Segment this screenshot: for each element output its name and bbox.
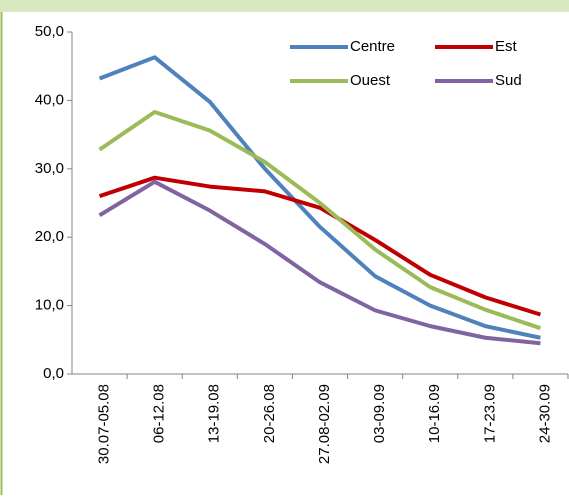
series-line <box>98 175 542 317</box>
legend-label: Sud <box>495 72 522 89</box>
x-tick-label: 10-16.09 <box>426 384 443 443</box>
y-tick-label: 40,0 <box>35 91 64 108</box>
x-tick-label: 06-12.08 <box>151 384 168 443</box>
top-strip <box>0 0 569 12</box>
x-tick-label: 03-09.09 <box>371 384 388 443</box>
series-line <box>98 179 541 346</box>
legend-label: Est <box>495 38 518 55</box>
x-tick-label: 30.07-05.08 <box>96 384 113 464</box>
x-tick-label: 27.08-02.09 <box>316 384 333 464</box>
y-tick-label: 50,0 <box>35 23 64 40</box>
series-line <box>98 110 542 331</box>
x-tick-label: 24-30.09 <box>536 384 553 443</box>
x-tick-label: 17-23.09 <box>481 384 498 443</box>
series-line <box>98 55 541 340</box>
x-tick-label: 20-26.08 <box>261 384 278 443</box>
y-tick-label: 30,0 <box>35 160 64 177</box>
y-tick-label: 0,0 <box>43 365 64 382</box>
y-tick-label: 20,0 <box>35 228 64 245</box>
x-tick-label: 13-19.08 <box>206 384 223 443</box>
legend-label: Ouest <box>350 72 391 89</box>
legend-label: Centre <box>350 38 395 55</box>
y-tick-label: 10,0 <box>35 297 64 314</box>
